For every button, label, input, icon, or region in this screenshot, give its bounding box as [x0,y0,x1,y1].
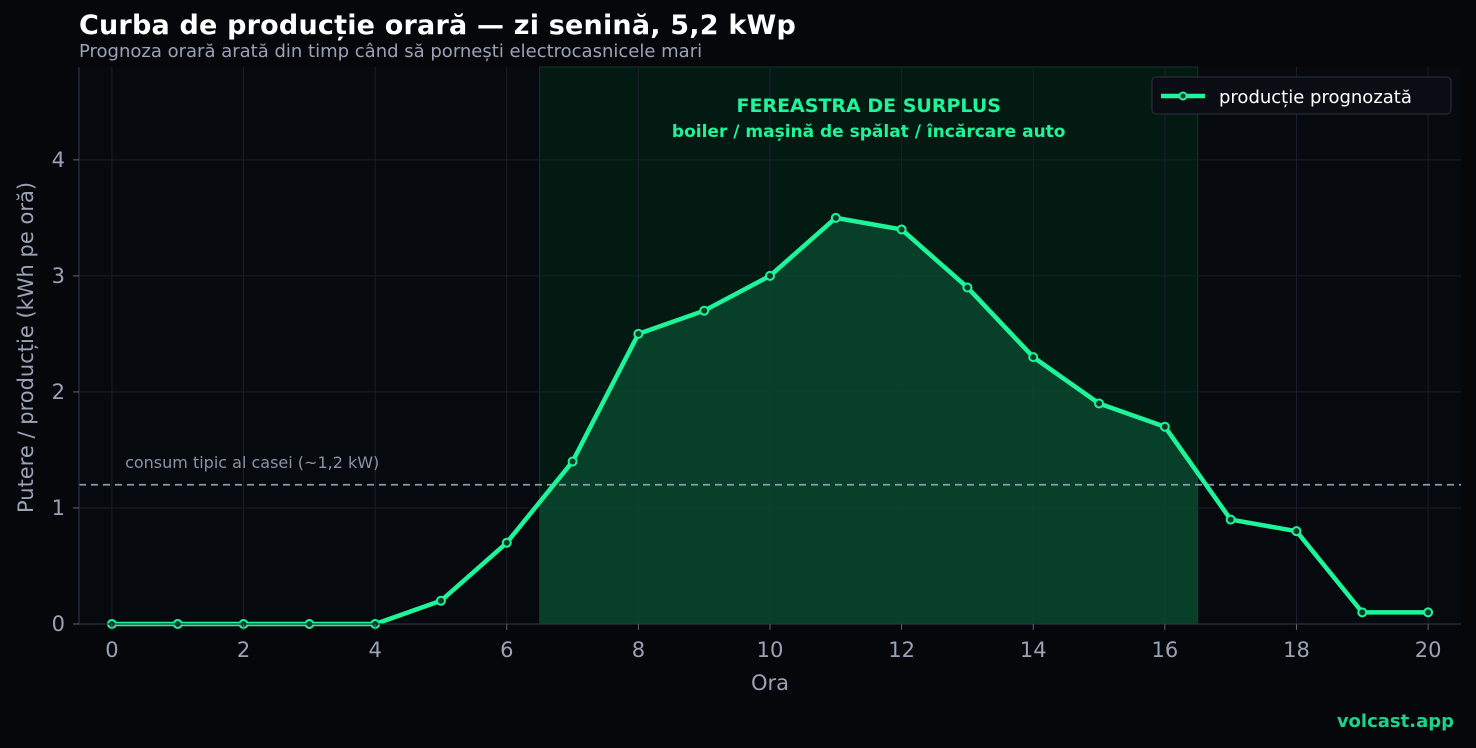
chart-title: Curba de producție orară — zi senină, 5,… [79,10,796,41]
x-tick-label: 4 [368,638,381,662]
data-point [830,212,841,223]
brand-watermark: volcast.app [1336,711,1454,732]
x-axis-label: Ora [751,671,789,695]
data-point [1423,607,1434,618]
y-tick-label: 1 [52,496,65,520]
data-point [633,328,644,339]
legend-box [1151,76,1452,115]
data-point [501,537,512,548]
x-tick-label: 0 [105,638,118,662]
x-tick-label: 20 [1415,638,1442,662]
household-consumption-label: consum tipic al casei (~1,2 kW) [125,453,379,472]
legend-label: producție prognozată [1219,87,1412,108]
x-tick-label: 16 [1151,638,1178,662]
x-tick-label: 2 [237,638,250,662]
data-point [567,456,578,467]
x-tick-label: 18 [1283,638,1310,662]
x-tick-label: 8 [632,638,645,662]
y-tick-label: 3 [52,264,65,288]
data-point [1291,526,1302,537]
x-tick-label: 10 [757,638,784,662]
data-point [1225,514,1236,525]
chart-subtitle: Prognoza orară arată din timp când să po… [79,41,703,62]
data-point [896,224,907,235]
y-axis-label: Putere / producție (kWh pe oră) [14,182,38,513]
surplus-window-subtitle: boiler / mașină de spălat / încărcare au… [672,122,1066,142]
y-tick-label: 0 [52,612,65,636]
data-point [699,305,710,316]
y-tick-label: 2 [52,380,65,404]
data-point [1159,421,1170,432]
y-tick-label: 4 [52,148,65,172]
data-point [1094,398,1105,409]
x-tick-label: 6 [500,638,513,662]
x-tick-label: 12 [888,638,915,662]
surplus-window-title: FEREASTRA DE SURPLUS [736,95,1000,117]
legend-marker-swatch [1178,91,1188,101]
data-point [435,595,446,606]
data-point [765,270,775,281]
data-point [1357,607,1368,618]
data-point [962,282,973,293]
surplus-area-fill [539,217,1198,624]
data-point [1028,352,1039,363]
x-tick-label: 14 [1020,638,1047,662]
